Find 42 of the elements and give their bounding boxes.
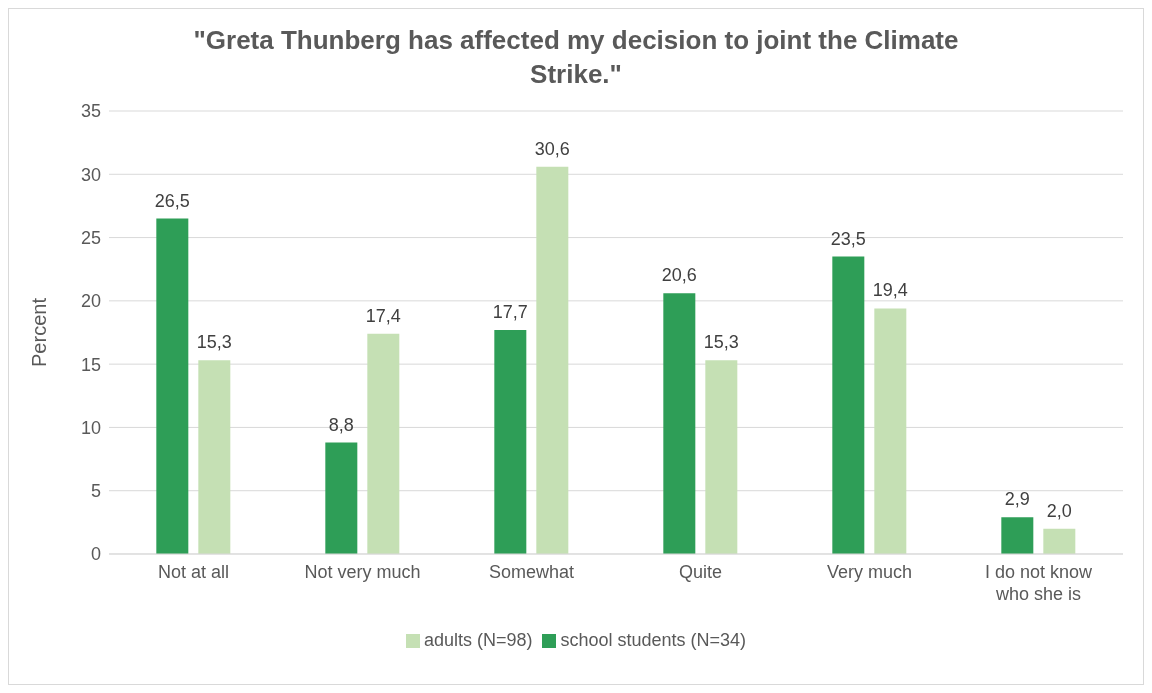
y-tick-label: 35 xyxy=(80,101,101,122)
chart-title: "Greta Thunberg has affected my decision to joint the Climate Strike." xyxy=(192,24,960,91)
data-label: 26,5 xyxy=(154,190,190,211)
y-tick-label: 0 xyxy=(90,544,101,565)
bar xyxy=(198,360,231,554)
x-tick-label: Very much xyxy=(826,562,913,582)
bar xyxy=(832,256,865,554)
x-tick-label: Quite xyxy=(678,562,723,582)
data-label: 15,3 xyxy=(703,332,739,353)
y-tick-label: 20 xyxy=(80,291,101,312)
bar xyxy=(1043,528,1076,554)
x-tick-label: Not very much xyxy=(304,562,421,582)
bar xyxy=(663,293,696,554)
bar xyxy=(705,360,738,554)
data-label: 17,7 xyxy=(492,301,528,322)
data-label: 15,3 xyxy=(196,332,232,353)
y-tick-label: 15 xyxy=(80,354,101,375)
bar xyxy=(1001,517,1034,554)
data-label: 8,8 xyxy=(328,414,354,435)
y-tick-label: 30 xyxy=(80,164,101,185)
x-tick-label: Somewhat xyxy=(488,562,575,582)
data-label: 17,4 xyxy=(365,305,401,326)
bar xyxy=(156,218,189,554)
legend-label: school students (N=34) xyxy=(560,630,747,650)
bar xyxy=(494,329,527,554)
bar xyxy=(874,308,907,554)
data-label: 19,4 xyxy=(872,280,908,301)
data-label: 2,0 xyxy=(1046,500,1072,521)
bar xyxy=(367,333,400,554)
y-tick-label: 25 xyxy=(80,227,101,248)
x-tick-label: I do not know who she is xyxy=(984,562,1094,604)
y-tick-label: 5 xyxy=(90,481,101,502)
data-label: 30,6 xyxy=(534,138,570,159)
y-axis-title: Percent xyxy=(28,297,51,367)
x-tick-label: Not at all xyxy=(157,562,230,582)
legend-label: adults (N=98) xyxy=(423,630,533,650)
data-label: 2,9 xyxy=(1004,489,1030,510)
data-label: 23,5 xyxy=(830,228,866,249)
bar xyxy=(325,442,358,554)
bar xyxy=(536,166,569,554)
y-tick-label: 10 xyxy=(80,417,101,438)
data-label: 20,6 xyxy=(661,265,697,286)
